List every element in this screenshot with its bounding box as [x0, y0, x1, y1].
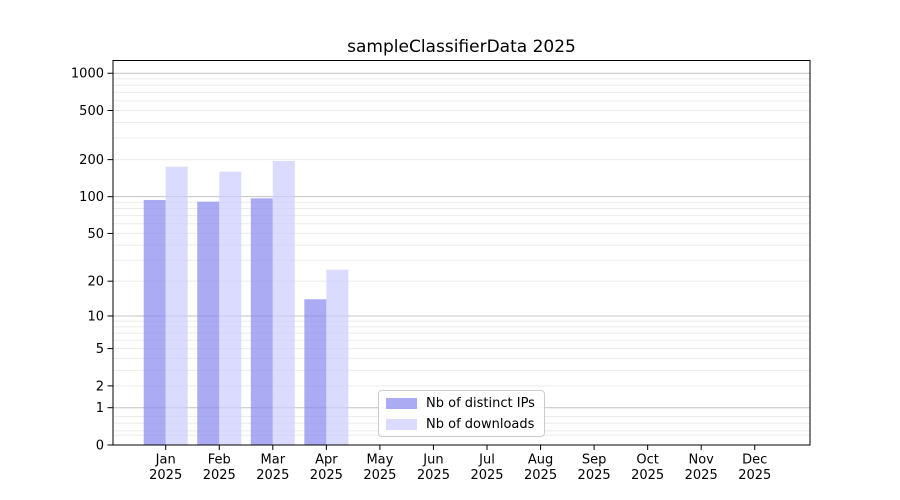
x-tick-label-month-mar: Mar	[261, 453, 286, 468]
x-tick-label-year-feb: 2025	[203, 468, 236, 483]
x-tick-label-month-feb: Feb	[208, 453, 231, 468]
legend-item-downloads: Nb of downloads	[386, 414, 544, 435]
legend-label-downloads: Nb of downloads	[426, 416, 535, 432]
legend-label-distinct-ips: Nb of distinct IPs	[426, 395, 535, 411]
x-tick-label-year-aug: 2025	[524, 468, 557, 483]
x-tick-label-month-sep: Sep	[582, 453, 607, 468]
bar-nb-of-downloads-apr	[326, 269, 349, 445]
bar-nb-of-downloads-mar	[272, 160, 295, 445]
y-tick-label: 1000	[71, 67, 104, 82]
y-tick-label: 50	[87, 227, 104, 242]
bar-nb-of-distinct-ips-jan	[143, 199, 166, 445]
y-tick-label: 200	[79, 153, 104, 168]
x-tick-label-month-dec: Dec	[742, 453, 767, 468]
bar-nb-of-distinct-ips-mar	[250, 198, 273, 445]
x-tick-label-year-sep: 2025	[578, 468, 611, 483]
x-tick-label-year-jul: 2025	[470, 468, 503, 483]
bar-nb-of-downloads-jan	[165, 166, 188, 445]
x-tick-label-year-apr: 2025	[310, 468, 343, 483]
x-tick-label-year-jan: 2025	[149, 468, 182, 483]
chart-title: sampleClassifierData 2025	[347, 37, 576, 57]
legend-item-distinct-ips: Nb of distinct IPs	[386, 393, 544, 414]
y-tick-label: 10	[87, 309, 104, 324]
x-tick-label-month-jan: Jan	[155, 453, 176, 468]
x-tick-label-month-jul: Jul	[478, 453, 495, 468]
x-tick-label-year-mar: 2025	[256, 468, 289, 483]
plot-border	[112, 60, 811, 446]
y-tick-label: 5	[96, 342, 104, 357]
y-tick-label: 2	[96, 379, 104, 394]
bar-nb-of-distinct-ips-apr	[304, 299, 327, 445]
x-tick-label-month-jun: Jun	[422, 453, 443, 468]
y-tick-label: 500	[79, 104, 104, 119]
bar-nb-of-distinct-ips-feb	[197, 201, 220, 445]
x-tick-label-year-may: 2025	[363, 468, 396, 483]
legend-swatch-downloads	[386, 418, 417, 430]
x-tick-label-year-dec: 2025	[738, 468, 771, 483]
y-tick-label: 1	[96, 401, 104, 416]
legend: Nb of distinct IPs Nb of downloads	[378, 390, 545, 437]
y-tick-label: 100	[79, 190, 104, 205]
y-tick-label: 0	[96, 439, 104, 454]
x-tick-label-month-oct: Oct	[636, 453, 658, 468]
x-tick-label-year-nov: 2025	[685, 468, 718, 483]
x-tick-label-year-jun: 2025	[417, 468, 450, 483]
x-tick-label-month-nov: Nov	[689, 453, 715, 468]
y-tick-label: 20	[87, 275, 104, 290]
x-tick-label-year-oct: 2025	[631, 468, 664, 483]
x-tick-label-month-may: May	[366, 453, 393, 468]
legend-swatch-distinct-ips	[386, 397, 417, 409]
bar-nb-of-downloads-feb	[219, 171, 242, 445]
x-tick-label-month-aug: Aug	[528, 453, 553, 468]
x-tick-label-month-apr: Apr	[315, 453, 338, 468]
